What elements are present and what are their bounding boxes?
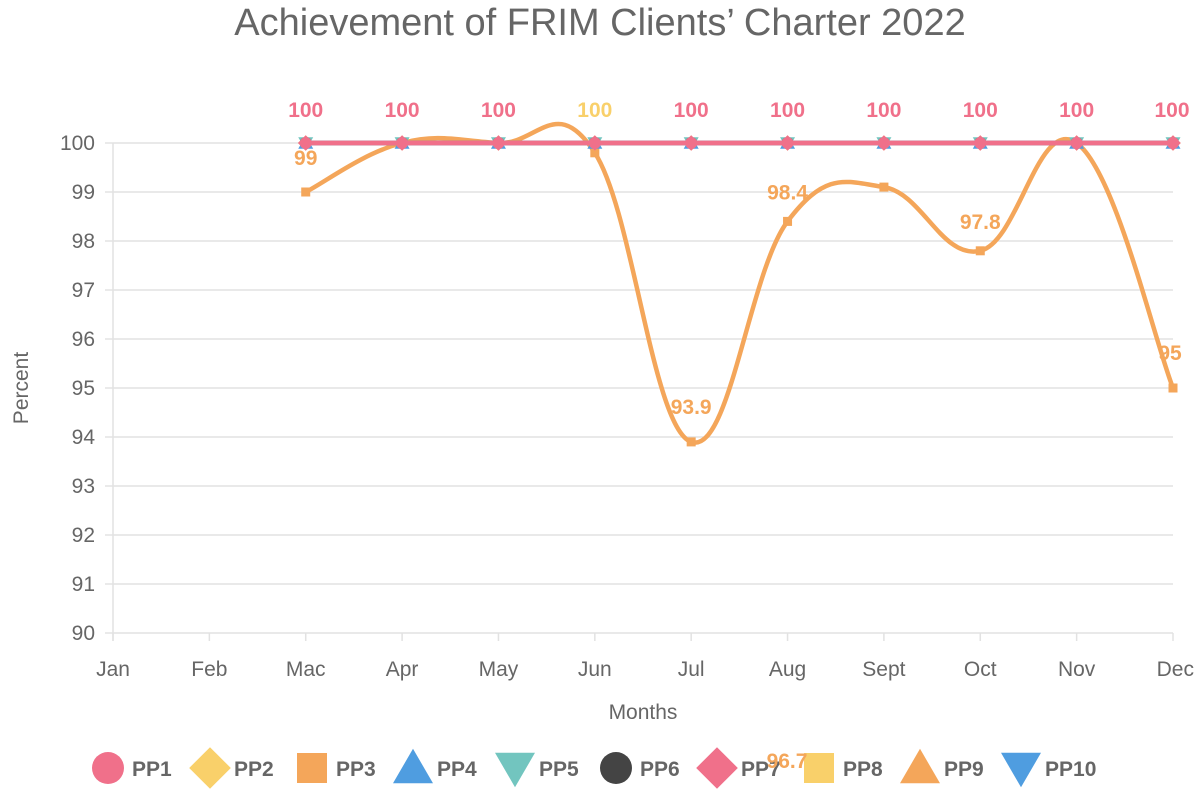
legend-marker-pp9: [900, 748, 940, 784]
x-tick-label: Dec: [1157, 658, 1194, 681]
legend-label: PP4: [437, 758, 477, 781]
data-point-pp3: [975, 246, 985, 256]
series-pp3: [301, 121, 1178, 447]
data-label-pp3: 95: [1158, 342, 1182, 365]
x-axis: Jan Feb Mac Apr May Jun Jul Aug Sept Oct Nov Dec: [96, 633, 1194, 681]
legend-item-pp8[interactable]: PP8: [804, 753, 883, 783]
legend-marker-pp8: [804, 753, 834, 783]
legend-label: PP3: [336, 758, 376, 781]
y-tick-label: 94: [72, 426, 96, 449]
legend-label: PP1: [132, 758, 172, 781]
series-pp1: [299, 137, 1179, 149]
data-label-top: 100: [1154, 99, 1189, 122]
x-tick-label: Jan: [96, 658, 130, 681]
data-label-top: 100: [385, 99, 420, 122]
data-label-top: 100: [1059, 99, 1094, 122]
data-point-pp1: [588, 137, 601, 149]
legend-item-pp4[interactable]: PP4: [393, 748, 477, 784]
legend-label: PP6: [640, 758, 680, 781]
legend-item-pp7[interactable]: PP7: [696, 747, 781, 789]
legend-marker-pp7: [696, 747, 738, 789]
data-point-pp3: [1168, 383, 1178, 393]
legend-marker-pp10: [1001, 752, 1041, 788]
data-point-pp1: [1070, 137, 1083, 149]
x-tick-label: Jul: [678, 658, 705, 681]
data-label-top: 100: [963, 99, 998, 122]
legend-item-pp5[interactable]: PP5: [495, 752, 579, 788]
data-point-pp1: [396, 137, 409, 149]
data-label-top: 100: [288, 99, 323, 122]
data-point-pp3: [783, 216, 793, 226]
data-point-pp1: [1167, 137, 1179, 149]
legend-marker-pp4: [393, 748, 433, 784]
data-point-pp1: [877, 137, 890, 149]
data-label-top: 100: [770, 99, 805, 122]
y-tick-label: 100: [60, 132, 95, 155]
y-tick-label: 99: [72, 181, 95, 204]
x-tick-label: Mac: [286, 658, 326, 681]
y-axis-title: Percent: [10, 352, 33, 425]
data-point-pp3: [301, 187, 311, 197]
data-point-pp1: [781, 137, 794, 149]
y-tick-label: 93: [72, 475, 95, 498]
legend-label: PP10: [1045, 758, 1096, 781]
legend-item-pp3[interactable]: PP3: [297, 753, 376, 783]
data-label-pp3: 98.4: [767, 181, 808, 204]
legend-marker-pp6: [600, 752, 632, 784]
x-tick-label: May: [479, 658, 519, 681]
legend-marker-pp2: [189, 747, 231, 789]
data-label-pp3: 99: [294, 147, 317, 170]
data-label-pp3: 97.8: [960, 211, 1001, 234]
y-tick-label: 91: [72, 573, 95, 596]
data-point-pp3: [590, 148, 600, 158]
y-tick-label: 97: [72, 279, 95, 302]
legend-item-pp9[interactable]: PP9: [900, 748, 984, 784]
legend-label: PP7: [741, 758, 781, 781]
data-label-stray: 96.7: [767, 750, 808, 773]
y-tick-label: 96: [72, 328, 95, 351]
gridlines: [112, 142, 1173, 641]
x-tick-label: Nov: [1058, 658, 1096, 681]
data-point-pp3: [686, 437, 696, 447]
series-line-pp3: [303, 121, 1176, 445]
data-label-top: 100: [674, 99, 709, 122]
legend-item-pp6[interactable]: PP6: [600, 752, 680, 784]
x-tick-label: Jun: [578, 658, 612, 681]
data-label-top: 100: [481, 99, 516, 122]
x-axis-title: Months: [609, 701, 678, 724]
x-tick-label: Apr: [386, 658, 419, 681]
data-label-top: 100: [866, 99, 901, 122]
legend-marker-pp3: [297, 753, 327, 783]
legend-marker-pp5: [495, 752, 535, 788]
data-point-pp1: [492, 137, 505, 149]
data-point-pp1: [974, 137, 987, 149]
legend-label: PP2: [234, 758, 274, 781]
y-axis: 90 91 92 93 94 95 96 97 98 99 100: [60, 132, 113, 645]
data-label-pp3: 93.9: [671, 396, 712, 419]
x-tick-label: Aug: [769, 658, 806, 681]
chart-title: Achievement of FRIM Clients’ Charter 202…: [234, 2, 966, 44]
x-tick-label: Oct: [964, 658, 997, 681]
legend-label: PP9: [944, 758, 984, 781]
data-point-pp1: [299, 137, 312, 149]
data-labels: 100 100 100 100 100 100 100 100 100 100 99 93.9 98.4…: [288, 99, 1189, 419]
legend-item-pp1[interactable]: PP1: [92, 752, 172, 784]
y-tick-label: 90: [72, 622, 95, 645]
x-tick-label: Sept: [862, 658, 905, 681]
data-label-top: 100: [577, 99, 612, 122]
legend-label: PP5: [539, 758, 579, 781]
legend-item-pp2[interactable]: PP2: [189, 747, 274, 789]
legend: PP1 PP2 PP3 PP4 PP5 PP6 PP7 PP8 PP9 PP10 96.7: [92, 747, 1096, 789]
data-point-pp1: [685, 137, 698, 149]
series-layer: [297, 121, 1181, 447]
y-tick-label: 98: [72, 230, 95, 253]
x-tick-label: Feb: [191, 658, 227, 681]
y-tick-label: 92: [72, 524, 95, 547]
legend-item-pp10[interactable]: PP10: [1001, 752, 1096, 788]
legend-marker-pp1: [92, 752, 124, 784]
y-tick-label: 95: [72, 377, 95, 400]
legend-label: PP8: [843, 758, 883, 781]
data-point-pp3: [879, 182, 889, 192]
